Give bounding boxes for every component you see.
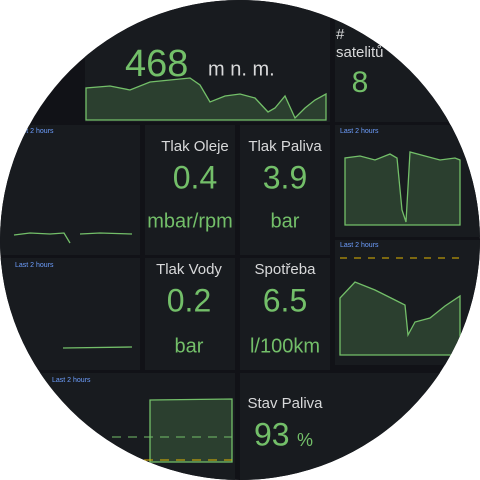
stat-unit: % — [297, 430, 313, 450]
stat-value: 6.5 — [263, 282, 307, 318]
panel — [0, 258, 140, 370]
panel — [145, 125, 235, 255]
sparkline — [149, 398, 233, 463]
sat-value: 8 — [352, 66, 369, 99]
stat-value: 93 — [254, 416, 290, 452]
stat-title: Tlak Paliva — [248, 138, 322, 155]
stat-unit: l/100km — [250, 335, 320, 357]
stat-title: Tlak Oleje — [161, 138, 229, 155]
panel — [145, 258, 235, 370]
time-range: Last 2 hours — [15, 128, 54, 135]
panel — [335, 0, 480, 122]
time-range: Last 2 hours — [15, 262, 54, 269]
sparkline — [339, 281, 461, 356]
time-range: Last 2 hours — [52, 377, 91, 384]
sparkline — [85, 77, 327, 121]
altitude-unit: m n. m. — [208, 58, 275, 80]
stat-title: Stav Paliva — [247, 395, 323, 412]
stat-title: Tlak Vody — [156, 261, 222, 278]
sat-title: satelitů — [336, 44, 384, 61]
stat-unit: bar — [271, 210, 300, 232]
sparkline — [62, 346, 133, 349]
panel — [240, 258, 330, 370]
sparkline — [13, 232, 133, 244]
altitude-value: 468 — [125, 43, 188, 85]
sparkline — [344, 151, 461, 226]
panel — [335, 125, 480, 237]
stat-value: 0.2 — [167, 282, 211, 318]
stat-unit: mbar/rpm — [147, 210, 233, 232]
stat-unit: bar — [175, 335, 204, 357]
time-range: Last 2 hours — [340, 128, 379, 135]
stat-title: Spotřeba — [255, 261, 317, 278]
panel — [240, 125, 330, 255]
panel — [335, 240, 480, 365]
stat-value: 3.9 — [263, 159, 307, 195]
panel — [0, 125, 140, 255]
stat-value: 0.4 — [173, 159, 217, 195]
hash: # — [336, 26, 345, 43]
time-range: Last 2 hours — [340, 242, 379, 249]
